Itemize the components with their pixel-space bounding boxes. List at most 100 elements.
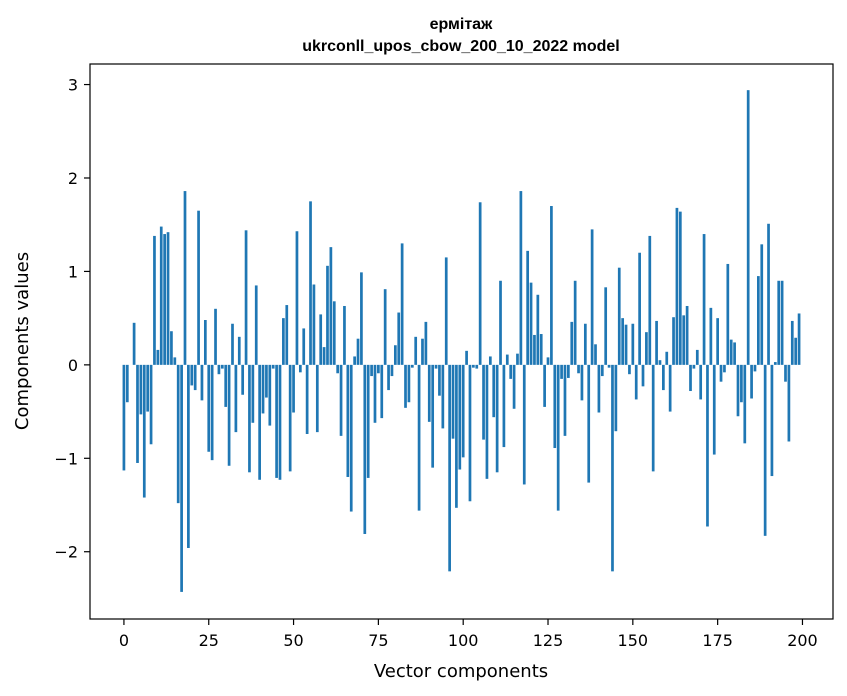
bar — [224, 364, 228, 407]
bar — [268, 364, 272, 426]
x-tick-label: 150 — [618, 631, 649, 650]
bar — [763, 364, 767, 536]
bar — [136, 364, 139, 463]
bar — [360, 272, 363, 365]
x-tick-label: 125 — [533, 631, 564, 650]
bar — [363, 364, 367, 534]
bar — [465, 350, 468, 365]
bar — [488, 356, 492, 365]
bar — [699, 364, 703, 400]
bar — [631, 323, 635, 365]
bar — [587, 364, 591, 483]
bar — [203, 320, 207, 365]
bar — [448, 364, 451, 572]
bar — [441, 364, 445, 429]
bar — [522, 364, 526, 485]
bar — [142, 364, 146, 498]
bar — [265, 364, 268, 398]
bar — [329, 247, 333, 365]
bar — [746, 90, 750, 365]
bar — [784, 364, 787, 382]
bar — [736, 364, 740, 417]
bar — [373, 364, 377, 423]
bar — [743, 364, 747, 444]
bar — [390, 364, 394, 377]
bar — [302, 328, 306, 365]
bar — [675, 207, 679, 365]
bar — [176, 364, 180, 504]
bar — [241, 364, 245, 395]
bar — [404, 364, 407, 408]
bar — [200, 364, 204, 401]
bar — [146, 364, 150, 412]
chart-title: ермітаж — [430, 16, 493, 33]
bar — [645, 332, 648, 365]
bar — [495, 364, 499, 473]
bar — [210, 364, 214, 461]
bar — [455, 364, 458, 508]
bar — [543, 364, 546, 407]
bar — [438, 364, 441, 396]
bar — [621, 318, 625, 365]
bar — [261, 364, 265, 414]
x-tick-label: 200 — [787, 631, 818, 650]
bar — [237, 336, 241, 365]
bar — [777, 280, 781, 365]
bar — [231, 323, 234, 365]
bar — [767, 223, 770, 365]
bar — [773, 362, 777, 365]
x-tick-label: 25 — [199, 631, 219, 650]
bar — [298, 364, 302, 373]
bar — [292, 364, 295, 413]
bar — [560, 364, 563, 379]
bar — [499, 280, 502, 365]
bar — [651, 364, 655, 472]
y-axis-ticks: −2 −1 0 1 2 3 — [54, 76, 90, 562]
bar — [122, 364, 126, 471]
bar — [234, 364, 238, 433]
bar — [417, 364, 421, 511]
y-tick-label: −2 — [54, 543, 78, 562]
bar — [180, 364, 183, 592]
bar — [305, 364, 309, 434]
bar — [556, 364, 560, 511]
bar — [733, 342, 736, 365]
bar — [132, 322, 136, 365]
bar — [251, 364, 255, 423]
bar — [370, 364, 373, 377]
bar — [377, 364, 380, 374]
bar — [183, 191, 187, 365]
x-tick-label: 175 — [702, 631, 733, 650]
bar — [139, 364, 143, 415]
bar — [163, 234, 166, 365]
bar — [482, 364, 485, 440]
bar — [332, 301, 336, 365]
bar — [502, 364, 506, 448]
bar — [475, 364, 479, 369]
bar — [451, 364, 455, 439]
bar — [567, 364, 570, 378]
bar — [787, 364, 791, 442]
bar — [326, 265, 329, 365]
bar — [505, 354, 509, 365]
bar — [726, 263, 730, 365]
bar — [689, 364, 692, 392]
bar-series — [122, 90, 801, 592]
bar — [159, 226, 163, 365]
bar — [709, 307, 713, 365]
bar — [393, 345, 397, 365]
bar — [614, 364, 618, 432]
bar — [366, 364, 370, 478]
bar — [207, 364, 211, 452]
bar — [444, 257, 448, 365]
bar — [624, 324, 628, 365]
bar — [712, 364, 716, 455]
bar — [258, 364, 261, 480]
y-tick-label: 1 — [68, 262, 78, 281]
x-tick-label: 0 — [119, 631, 129, 650]
bar — [706, 364, 709, 527]
bar — [678, 211, 682, 365]
bar — [271, 364, 275, 369]
bar — [577, 364, 580, 374]
